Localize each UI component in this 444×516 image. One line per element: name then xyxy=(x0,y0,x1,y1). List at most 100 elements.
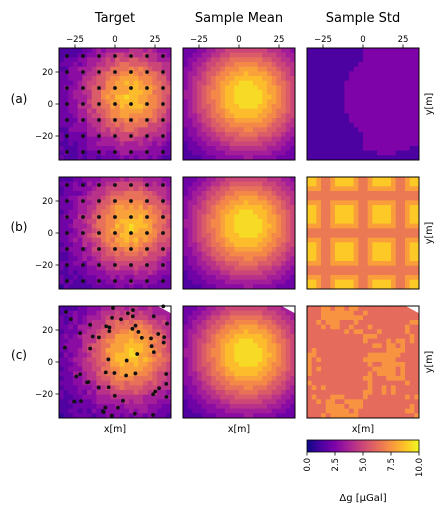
heatmap-cell xyxy=(267,324,273,330)
heatmap-cell xyxy=(101,219,107,225)
heatmap-cell xyxy=(257,357,263,363)
heatmap-cell xyxy=(152,275,158,281)
heatmap-cell xyxy=(229,385,235,391)
sample-point xyxy=(78,372,83,377)
heatmap-cell xyxy=(87,209,93,215)
heatmap-cell xyxy=(152,256,158,262)
heatmap-cell xyxy=(59,284,65,290)
heatmap-cell xyxy=(59,76,65,82)
heatmap-cell xyxy=(330,52,336,58)
heatmap-cell xyxy=(138,118,144,124)
heatmap-cell xyxy=(386,310,392,316)
heatmap-cell xyxy=(183,390,189,396)
heatmap-cell xyxy=(253,209,259,215)
heatmap-cell xyxy=(395,214,401,220)
heatmap-cell xyxy=(147,155,153,161)
heatmap-cell xyxy=(395,310,401,316)
heatmap-cell xyxy=(91,338,97,344)
heatmap-cell xyxy=(143,48,149,54)
sample-point xyxy=(161,102,165,106)
heatmap-cell xyxy=(206,247,212,253)
heatmap-cell xyxy=(395,57,401,63)
heatmap-cell xyxy=(143,57,149,63)
heatmap-cell xyxy=(262,265,268,271)
heatmap-cell xyxy=(363,310,369,316)
heatmap-cell xyxy=(391,279,397,285)
heatmap-cell xyxy=(316,261,322,267)
heatmap-cell xyxy=(311,66,317,72)
heatmap-cell xyxy=(395,118,401,124)
heatmap-cell xyxy=(381,146,387,152)
heatmap-cell xyxy=(353,223,359,229)
heatmap-cell xyxy=(68,320,74,326)
heatmap-cell xyxy=(187,85,193,91)
heatmap-cell xyxy=(414,94,420,100)
heatmap-cell xyxy=(73,334,79,340)
heatmap-cell xyxy=(192,408,198,414)
heatmap-cell xyxy=(157,186,163,192)
heatmap-cell xyxy=(271,94,277,100)
heatmap-cell xyxy=(400,191,406,197)
heatmap-cell xyxy=(358,205,364,211)
heatmap-cell xyxy=(281,80,287,86)
heatmap-cell xyxy=(311,219,317,225)
heatmap-cell xyxy=(157,136,163,142)
heatmap-cell xyxy=(229,136,235,142)
heatmap-cell xyxy=(400,334,406,340)
heatmap-cell xyxy=(358,251,364,257)
heatmap-cell xyxy=(166,150,172,156)
heatmap-cell xyxy=(267,242,273,248)
heatmap-cell xyxy=(215,310,221,316)
heatmap-cell xyxy=(101,155,107,161)
heatmap-cell xyxy=(91,233,97,239)
heatmap-cell xyxy=(363,62,369,68)
heatmap-cell xyxy=(68,247,74,253)
sample-point xyxy=(90,334,95,339)
heatmap-cell xyxy=(386,155,392,161)
heatmap-cell xyxy=(381,155,387,161)
heatmap-cell xyxy=(321,62,327,68)
heatmap-cell xyxy=(405,80,411,86)
heatmap-cell xyxy=(285,315,291,321)
heatmap-cell xyxy=(124,146,130,152)
heatmap-cell xyxy=(372,320,378,326)
heatmap-cell xyxy=(129,242,135,248)
heatmap-cell xyxy=(68,343,74,349)
heatmap-cell xyxy=(197,195,203,201)
heatmap-cell xyxy=(206,357,212,363)
heatmap-cell xyxy=(229,357,235,363)
heatmap-cell xyxy=(82,251,88,257)
heatmap-cell xyxy=(253,80,259,86)
heatmap-cell xyxy=(285,186,291,192)
heatmap-cell xyxy=(183,127,189,133)
heatmap-cell xyxy=(115,141,121,147)
heatmap-cell xyxy=(105,413,111,419)
heatmap-cell xyxy=(363,219,369,225)
heatmap-cell xyxy=(87,357,93,363)
heatmap-cell xyxy=(391,127,397,133)
heatmap-cell xyxy=(344,181,350,187)
heatmap-cell xyxy=(77,71,83,77)
heatmap-cell xyxy=(133,279,139,285)
heatmap-cell xyxy=(339,136,345,142)
heatmap-cell xyxy=(344,141,350,147)
heatmap-cell xyxy=(59,118,65,124)
heatmap-cell xyxy=(367,191,373,197)
heatmap-cell xyxy=(91,390,97,396)
heatmap-cell xyxy=(211,113,217,119)
heatmap-cell xyxy=(363,205,369,211)
heatmap-cell xyxy=(281,394,287,400)
heatmap-cell xyxy=(271,408,277,414)
heatmap-cell xyxy=(77,334,83,340)
heatmap-cell xyxy=(59,366,65,372)
heatmap-cell xyxy=(377,52,383,58)
heatmap-cell xyxy=(110,275,116,281)
heatmap-cell xyxy=(234,155,240,161)
heatmap-cell xyxy=(234,408,240,414)
heatmap-cell xyxy=(325,146,331,152)
heatmap-cell xyxy=(248,279,254,285)
heatmap-cell xyxy=(349,324,355,330)
heatmap-cell xyxy=(211,66,217,72)
heatmap-cell xyxy=(124,62,130,68)
heatmap-cell xyxy=(339,141,345,147)
